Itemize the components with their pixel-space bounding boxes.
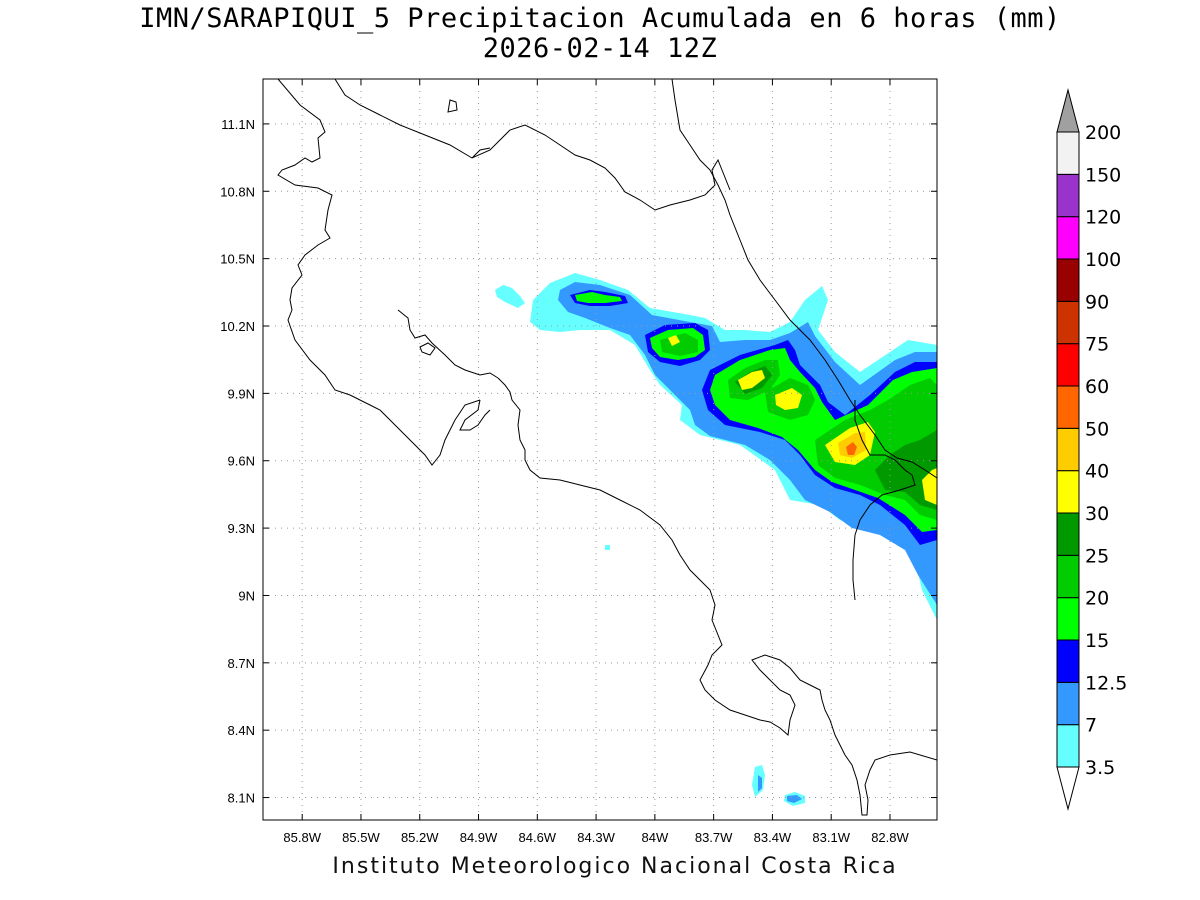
y-tick-label: 8.7N — [228, 656, 255, 671]
x-tick-label: 84.9W — [460, 830, 498, 845]
pacific-coast-central — [497, 377, 937, 816]
y-tick-label: 9.6N — [228, 454, 255, 469]
legend-swatch — [1056, 724, 1080, 768]
x-tick-label: 83.4W — [754, 830, 792, 845]
coastline — [277, 79, 937, 816]
legend-label: 100 — [1085, 249, 1121, 271]
longitude-axis: 85.8W 85.5W 85.2W 84.9W 84.6W 84.3W 84W 83.7W 83… — [283, 79, 909, 845]
legend-under-triangle — [1056, 766, 1080, 811]
legend-label: 120 — [1085, 207, 1121, 229]
x-tick-label: 83.7W — [695, 830, 733, 845]
y-tick-label: 8.4N — [228, 723, 255, 738]
nicaragua-coast-north — [277, 79, 481, 466]
legend-label: 12.5 — [1085, 672, 1127, 694]
legend-label: 25 — [1085, 545, 1109, 567]
precip-band-7 — [758, 775, 762, 792]
y-tick-label: 9N — [238, 588, 255, 603]
legend-swatch — [1056, 300, 1080, 345]
legend-swatch — [1056, 343, 1080, 387]
caribbean-coast — [671, 79, 937, 479]
x-tick-label: 85.8W — [283, 830, 321, 845]
lake-nicaragua-shore — [334, 79, 731, 211]
legend-swatch — [1056, 427, 1080, 472]
legend-label: 15 — [1085, 630, 1109, 652]
legend-swatch — [1056, 681, 1080, 726]
legend-label: 7 — [1085, 715, 1097, 737]
map-title: IMN/SARAPIQUI_5 Precipitacion Acumulada … — [139, 3, 1061, 34]
y-tick-label: 10.2N — [220, 319, 255, 334]
y-tick-label: 8.1N — [228, 791, 255, 806]
legend-swatch — [1056, 385, 1080, 429]
y-tick-label: 9.9N — [228, 386, 255, 401]
latitude-axis: 11.1N 10.8N 10.5N 10.2N 9.9N 9.6N 9.3N 9N 8.7N 8.… — [220, 117, 937, 806]
legend-label: 150 — [1085, 164, 1121, 186]
gulf-nicoya-coast — [459, 399, 491, 431]
precip-band-7 — [787, 795, 802, 803]
precip-band-3.5 — [530, 273, 937, 620]
legend-label: 75 — [1085, 334, 1109, 356]
y-tick-label: 11.1N — [221, 117, 255, 132]
legend-swatch — [1056, 258, 1080, 302]
legend-swatch — [1056, 554, 1080, 599]
precip-band-30 — [775, 388, 802, 410]
x-tick-label: 83.1W — [812, 830, 850, 845]
precip-band-25 — [875, 430, 937, 510]
graticule — [263, 79, 937, 820]
map-frame — [262, 78, 938, 821]
legend-swatch — [1056, 216, 1080, 260]
legend-label: 50 — [1085, 418, 1109, 440]
precip-band-50 — [846, 442, 857, 455]
nicoya-coast — [397, 309, 499, 379]
precip-band-3.5 — [495, 285, 525, 308]
x-tick-label: 84.3W — [577, 830, 615, 845]
legend-swatch — [1056, 173, 1080, 218]
legend-swatch — [1056, 512, 1080, 556]
legend-label: 30 — [1085, 503, 1109, 525]
precip-band-15 — [575, 292, 622, 303]
legend-swatch — [1056, 470, 1080, 514]
x-tick-label: 85.2W — [401, 830, 439, 845]
precip-band-7 — [558, 282, 937, 605]
legend-label: 40 — [1085, 461, 1109, 483]
lake-island — [447, 99, 458, 113]
legend-label: 20 — [1085, 588, 1109, 610]
legend-label: 3.5 — [1085, 757, 1115, 779]
map-subtitle-datetime: 2026-02-14 12Z — [482, 33, 718, 64]
precipitation-legend: 3.5 7 12.5 15 20 25 30 40 50 60 75 90 100 120 150 200 — [1056, 88, 1127, 811]
y-tick-label: 10.8N — [220, 184, 255, 199]
legend-over-triangle — [1056, 88, 1080, 133]
x-tick-label: 85.5W — [342, 830, 380, 845]
y-tick-label: 10.5N — [220, 252, 255, 267]
gulf-island — [419, 342, 436, 356]
legend-label: 200 — [1085, 122, 1121, 144]
legend-swatch — [1056, 639, 1080, 683]
x-tick-label: 84W — [641, 830, 668, 845]
footer-credit: Instituto Meteorologico Nacional Costa R… — [332, 854, 898, 879]
nicaragua-border — [471, 147, 491, 159]
precip-band-30 — [922, 468, 937, 505]
y-tick-label: 9.3N — [228, 521, 255, 536]
legend-swatch — [1056, 597, 1080, 641]
x-tick-label: 82.8W — [871, 830, 909, 845]
precipitation-field — [495, 273, 937, 806]
precip-band-3.5 — [605, 545, 610, 550]
legend-label: 90 — [1085, 291, 1109, 313]
precip-band-30 — [668, 335, 680, 346]
x-tick-label: 84.6W — [519, 830, 557, 845]
legend-swatch — [1056, 131, 1080, 175]
panama-border — [852, 400, 916, 601]
precip-band-30 — [738, 370, 765, 390]
legend-label: 60 — [1085, 376, 1109, 398]
